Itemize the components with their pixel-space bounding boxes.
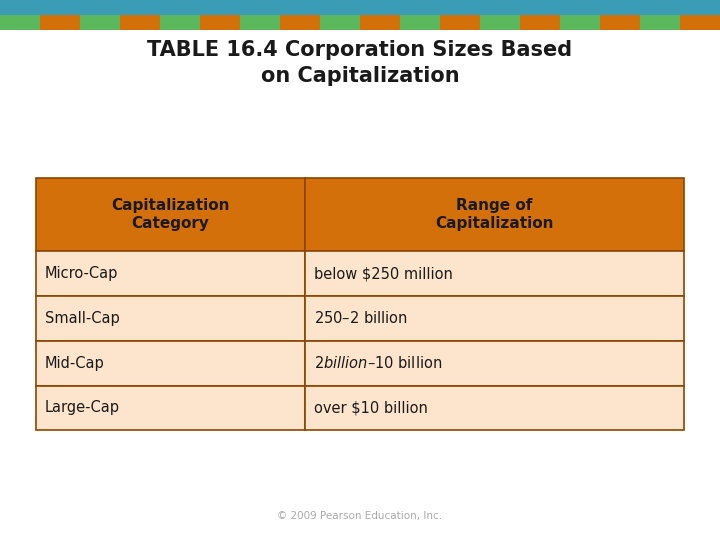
Bar bbox=[0, 15, 40, 30]
Bar bbox=[36, 251, 305, 296]
Bar bbox=[160, 15, 200, 30]
Bar bbox=[120, 15, 160, 30]
Text: $2 billion–$10 billion: $2 billion–$10 billion bbox=[313, 355, 442, 371]
Bar bbox=[600, 15, 640, 30]
Text: over $10 billion: over $10 billion bbox=[313, 401, 428, 415]
Bar bbox=[305, 341, 684, 386]
Bar bbox=[360, 15, 400, 30]
Text: below $250 million: below $250 million bbox=[313, 266, 452, 281]
Bar bbox=[36, 386, 305, 430]
Bar bbox=[480, 15, 520, 30]
Text: Micro-Cap: Micro-Cap bbox=[45, 266, 118, 281]
Bar bbox=[560, 15, 600, 30]
Bar bbox=[520, 15, 560, 30]
Bar bbox=[305, 251, 684, 296]
Bar bbox=[305, 386, 684, 430]
Bar bbox=[320, 15, 360, 30]
Bar bbox=[36, 178, 305, 251]
Bar bbox=[80, 15, 120, 30]
Bar bbox=[40, 15, 80, 30]
Bar bbox=[400, 15, 440, 30]
Text: © 2009 Pearson Education, Inc.: © 2009 Pearson Education, Inc. bbox=[277, 511, 443, 521]
Text: Range of
Capitalization: Range of Capitalization bbox=[435, 198, 554, 232]
Bar bbox=[0, 0, 720, 15]
Text: Small-Cap: Small-Cap bbox=[45, 311, 120, 326]
Bar bbox=[36, 296, 305, 341]
Text: Capitalization
Category: Capitalization Category bbox=[111, 198, 230, 232]
Bar bbox=[200, 15, 240, 30]
Bar bbox=[305, 296, 684, 341]
Bar bbox=[640, 15, 680, 30]
Bar bbox=[280, 15, 320, 30]
Text: Large-Cap: Large-Cap bbox=[45, 401, 120, 415]
Bar bbox=[36, 341, 305, 386]
Text: Mid-Cap: Mid-Cap bbox=[45, 356, 104, 370]
Bar bbox=[680, 15, 720, 30]
Text: $250–$2 billion: $250–$2 billion bbox=[313, 310, 408, 326]
Bar bbox=[305, 178, 684, 251]
Bar bbox=[440, 15, 480, 30]
Text: TABLE 16.4 Corporation Sizes Based
on Capitalization: TABLE 16.4 Corporation Sizes Based on Ca… bbox=[148, 40, 572, 86]
Bar bbox=[240, 15, 280, 30]
